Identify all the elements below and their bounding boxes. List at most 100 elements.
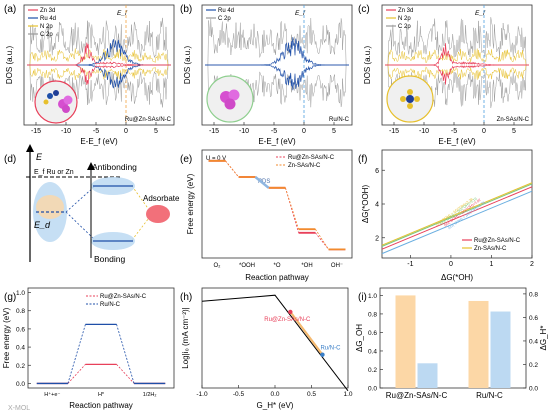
legend-a: Zn 3d Ru 4d N 2p C 2p bbox=[28, 8, 56, 38]
atom-ru-cluster2-b bbox=[228, 89, 240, 101]
bond-arrow-d bbox=[87, 162, 95, 170]
legend-ru-g: Ru/N-C bbox=[100, 302, 121, 308]
free-energy-steps-e bbox=[208, 159, 346, 251]
panel-label-e: (e) bbox=[180, 154, 192, 165]
scaling-line-3 bbox=[381, 190, 533, 255]
x-ticks-b: -15 -10 -5 0 5 bbox=[209, 122, 336, 135]
legend-zn3d-a: Zn 3d bbox=[40, 8, 55, 14]
antibonding-label-d: Antibonding bbox=[92, 162, 137, 172]
x-ticks-c: -15 -10 -5 0 5 bbox=[389, 122, 516, 135]
structure-illustration-a bbox=[34, 80, 78, 124]
fermi-label-d: E_f Ru or Zn bbox=[34, 169, 74, 176]
x-tick-label: 1.0 bbox=[343, 391, 352, 398]
axis-ticks-i: 0.0 0.2 0.4 0.6 0.8 1.0 0.0 0.2 0.4 0.6 0.8 bbox=[368, 291, 538, 392]
energy-connector-zn-2 bbox=[285, 187, 299, 230]
y-axis-label-h: Log|i₀ (mA cm⁻²)| bbox=[181, 307, 190, 368]
atom-n-a bbox=[47, 93, 53, 99]
y-tick-label: 0.8 bbox=[16, 308, 25, 315]
link-upper-d bbox=[65, 185, 96, 213]
y-tick-label: 4 bbox=[375, 202, 379, 209]
her-connector-ru-1 bbox=[116, 324, 135, 384]
dos-curve-down-ru-4d bbox=[205, 64, 349, 91]
legend-c: Zn 3d N 2p C 2p bbox=[386, 8, 413, 30]
x-tick-label: 2 bbox=[530, 261, 534, 268]
atom-n-c-3 bbox=[407, 89, 413, 95]
annotation-c: Zn-SAs/N-C bbox=[497, 117, 530, 123]
pds-highlight bbox=[254, 176, 270, 189]
dos-curve-up-n-2p bbox=[385, 48, 529, 66]
volcano-point-label-0: Ru@Zn-SAs/N-C bbox=[264, 317, 311, 323]
d-band-blob2-d bbox=[36, 195, 64, 219]
atom-n2-a bbox=[43, 99, 49, 105]
y-right-tick-label: 0.0 bbox=[529, 386, 538, 393]
link-lower-d bbox=[65, 211, 96, 241]
energy-arrow-d bbox=[26, 144, 34, 152]
panel-label-g: (g) bbox=[4, 292, 16, 303]
dos-curve-up-ru-4d bbox=[205, 37, 349, 66]
y-tick-label: 0.6 bbox=[16, 326, 25, 333]
x-category-label: 1/2H₂ bbox=[143, 392, 157, 398]
scaling-line-1 bbox=[381, 183, 533, 247]
y-tick-label: 6 bbox=[375, 168, 379, 175]
atom-zn-a bbox=[53, 90, 59, 96]
x-axis-label-f: ΔG(*OH) bbox=[441, 273, 473, 282]
plot-frame-b bbox=[201, 4, 353, 126]
x-category-label: O₂ bbox=[214, 263, 222, 269]
x-tick-label: 5 bbox=[512, 128, 516, 135]
dos-curve-up-ru-4d bbox=[27, 39, 171, 66]
volcano-curve bbox=[201, 294, 349, 392]
energy-connector-ruzn-3 bbox=[315, 232, 329, 250]
energy-connector-zn-0 bbox=[225, 160, 239, 178]
x-category-label: *OOH bbox=[239, 263, 255, 269]
legend-zn-f: Zn-SAs/N-C bbox=[474, 246, 507, 252]
x-tick-label: -1.0 bbox=[196, 391, 208, 398]
annotation-b: Ru/N-C bbox=[329, 117, 350, 123]
legend-ruzn-f: Ru@Zn-SAs/N-C bbox=[474, 238, 521, 244]
annotation-a: Ru@Zn-SAs/N-C bbox=[125, 117, 172, 123]
panel-d: (d) E E_f Ru or Zn E_d Antibonding Bondi… bbox=[4, 144, 180, 264]
volcano-plot-h: Ru@Zn-SAs/N-C Ru/N-C bbox=[201, 294, 349, 392]
her-connector-ru-0 bbox=[67, 324, 86, 384]
bar-gh-0 bbox=[417, 363, 438, 388]
y-axis-label-e: Free energy (eV) bbox=[186, 173, 195, 234]
y-axis-label-c: DOS (a.u.) bbox=[363, 46, 372, 85]
x-axis-label-h: G_H* (eV) bbox=[257, 401, 294, 410]
axis-ticks-h: -1.0 -0.5 0.0 0.5 1.0 bbox=[196, 385, 353, 398]
legend-ru4d-a: Ru 4d bbox=[40, 16, 56, 22]
y-axis-label-left-i: ΔG_OH bbox=[355, 324, 364, 352]
bonding-label-d: Bonding bbox=[94, 254, 125, 264]
y-right-tick-label: 0.8 bbox=[529, 291, 538, 298]
structure-illustration-c bbox=[386, 75, 434, 123]
plot-frame-c bbox=[381, 4, 533, 126]
adsorbate-blob-d bbox=[146, 205, 170, 223]
fermi-label-c: E_f bbox=[475, 10, 486, 17]
bar-goh-0 bbox=[395, 295, 416, 388]
y-right-tick-label: 0.6 bbox=[529, 315, 538, 322]
legend-c2p-c: C 2p bbox=[398, 24, 411, 30]
plot-frame-a bbox=[23, 4, 175, 126]
y-tick-label: 1.0 bbox=[16, 290, 25, 297]
volcano-point-1 bbox=[320, 352, 325, 357]
pds-label-e: PDS bbox=[258, 179, 270, 185]
axis-ticks-f: -1 0 1 2 2 4 6 bbox=[375, 168, 534, 268]
x-tick-label: -5 bbox=[93, 128, 99, 135]
panel-h: (h) Ru@Zn-SAs/N-C Ru/N-C -1.0 -0.5 0.0 0.5 1.… bbox=[180, 287, 353, 410]
x-tick-label: -0.5 bbox=[233, 391, 245, 398]
scaling-line-2 bbox=[381, 186, 533, 250]
plot-frame-g bbox=[27, 287, 175, 389]
y-tick-label: 0.0 bbox=[16, 381, 25, 388]
panel-a: (a) E_f -15 -10 -5 0 5 DOS (a.u.) E-E_f (eV)… bbox=[4, 4, 175, 146]
condition-label-e: U = 0 V bbox=[206, 156, 226, 162]
x-tick-label: 0 bbox=[482, 128, 486, 135]
y-axis-label-a: DOS (a.u.) bbox=[5, 46, 14, 85]
x-categories-e: O₂ *OOH *O *OH OH⁻ bbox=[214, 263, 344, 269]
legend-ruzn-e: Ru@Zn-SAs/N-C bbox=[288, 155, 335, 161]
x-tick-label: -5 bbox=[271, 128, 277, 135]
link-lower-right-d bbox=[131, 213, 153, 241]
panel-i: (i) Ru@Zn-SAs/N-C Ru/N-C 0.0 0.2 0.4 0.6 0.8 1… bbox=[355, 287, 548, 400]
y-tick-label: 0.2 bbox=[16, 363, 25, 370]
x-tick-label: -1 bbox=[407, 261, 413, 268]
y-right-tick-label: 0.4 bbox=[529, 338, 538, 345]
dos-curve-down-zn-3d bbox=[27, 64, 171, 86]
legend-ruzn-g: Ru@Zn-SAs/N-C bbox=[100, 294, 147, 300]
